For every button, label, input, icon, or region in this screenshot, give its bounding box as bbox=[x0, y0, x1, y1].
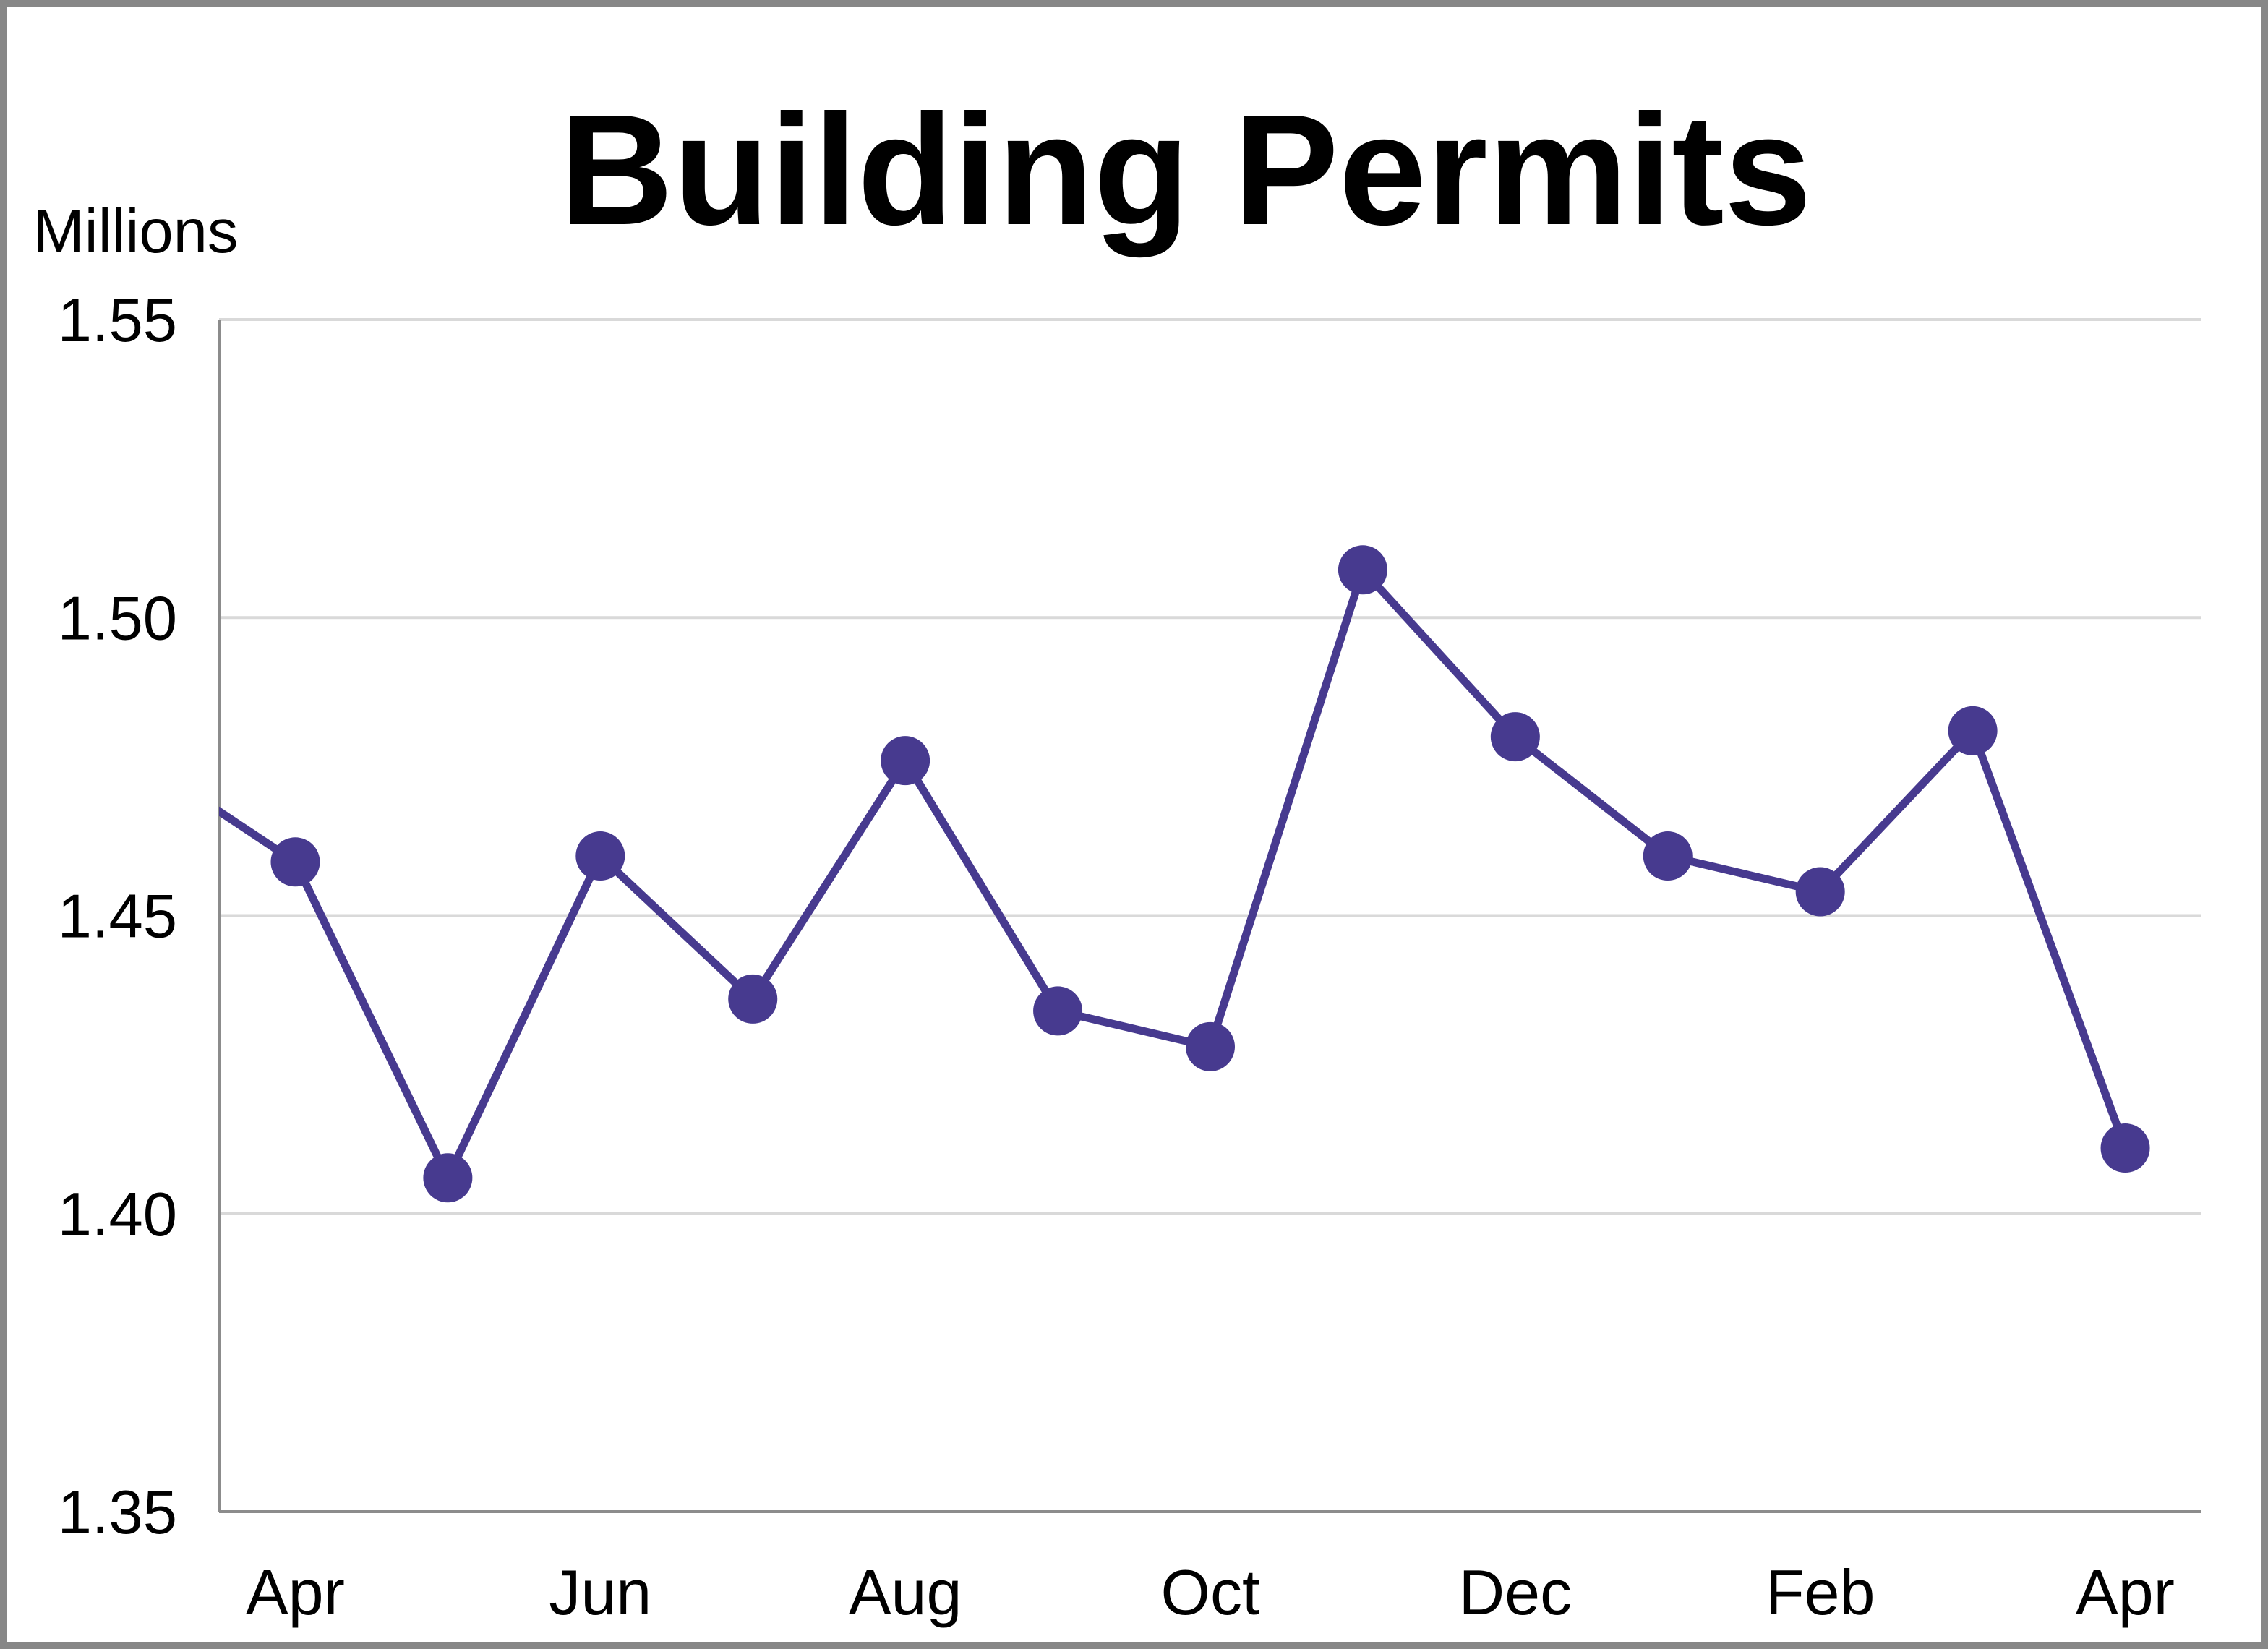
x-tick-label: Oct bbox=[1161, 1556, 1260, 1628]
data-point-marker bbox=[728, 974, 778, 1024]
x-axis-labels: Apr Jun Aug Oct Dec Feb Apr bbox=[246, 1556, 2175, 1628]
data-point-marker bbox=[1490, 712, 1540, 762]
data-point-marker bbox=[1186, 1021, 1235, 1071]
data-point-marker bbox=[1033, 986, 1083, 1036]
y-tick-label: 1.35 bbox=[58, 1478, 177, 1547]
data-series bbox=[219, 545, 2150, 1203]
y-tick-label: 1.50 bbox=[58, 584, 177, 653]
x-tick-label: Apr bbox=[246, 1556, 345, 1628]
data-point-marker bbox=[881, 736, 930, 786]
x-tick-label: Dec bbox=[1459, 1556, 1572, 1628]
data-point-marker bbox=[1643, 831, 1693, 881]
data-point-marker bbox=[1338, 545, 1387, 595]
data-point-marker bbox=[1948, 706, 1998, 755]
y-tick-label: 1.45 bbox=[58, 883, 177, 951]
y-gridlines bbox=[219, 318, 2201, 1513]
y-axis-unit-label: Millions bbox=[33, 197, 238, 266]
x-tick-label: Jun bbox=[549, 1556, 651, 1628]
x-tick-label: Feb bbox=[1766, 1556, 1875, 1628]
data-point-marker bbox=[270, 837, 320, 887]
chart-canvas: 1.551.501.451.401.35 Apr Jun Aug Oct Dec Feb A… bbox=[33, 82, 2201, 1628]
data-point-marker bbox=[423, 1153, 473, 1203]
data-point-marker bbox=[1795, 867, 1845, 917]
x-tick-label: Aug bbox=[849, 1556, 962, 1628]
series-line bbox=[219, 565, 2129, 1182]
x-tick-label: Apr bbox=[2076, 1556, 2175, 1628]
data-point-marker bbox=[575, 831, 625, 881]
chart-title: Building Permits bbox=[560, 82, 1812, 258]
y-axis-labels: 1.55 1.50 1.45 1.40 1.35 bbox=[58, 286, 177, 1547]
data-point-marker bbox=[2100, 1123, 2150, 1173]
y-tick-label: 1.55 bbox=[58, 286, 177, 355]
y-tick-label: 1.40 bbox=[58, 1181, 177, 1249]
